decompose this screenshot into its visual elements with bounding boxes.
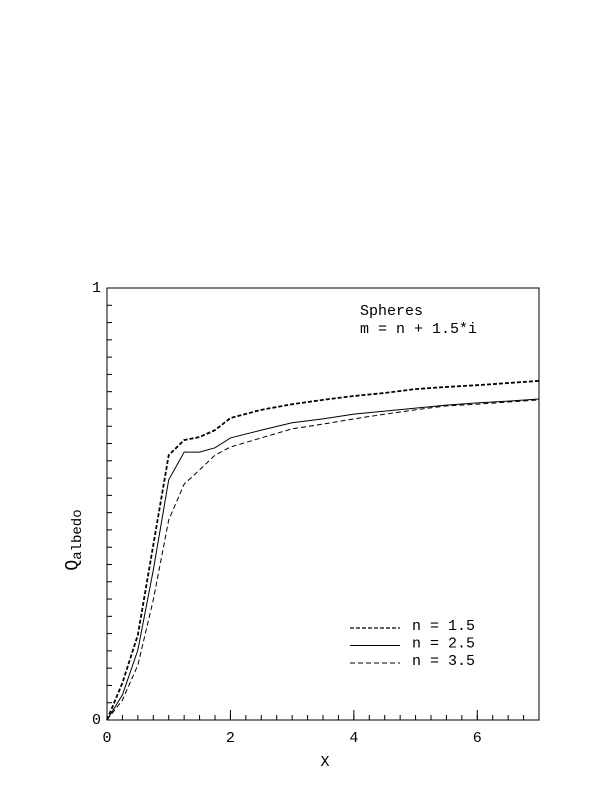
y-label-sub: albedo	[70, 509, 86, 559]
legend-label: n = 2.5	[412, 635, 475, 652]
x-tick-label: 0	[102, 730, 111, 747]
series-line	[106, 398, 540, 721]
x-tick-label: 4	[349, 730, 358, 747]
y-tick-label: 1	[92, 280, 101, 297]
y-label-main: Q	[63, 560, 83, 571]
y-axis-label: Qalbedo	[63, 509, 86, 570]
y-tick-label: 0	[92, 712, 101, 729]
x-tick-label: 2	[226, 730, 235, 747]
legend-label: n = 1.5	[412, 618, 475, 635]
series-line	[106, 399, 540, 721]
x-tick-label: 6	[473, 730, 482, 747]
annotation: Spheres	[360, 303, 423, 320]
legend-label: n = 3.5	[412, 653, 475, 670]
series-line	[106, 379, 540, 721]
x-axis-label: X	[320, 754, 329, 771]
annotation: m = n + 1.5*i	[360, 321, 477, 338]
